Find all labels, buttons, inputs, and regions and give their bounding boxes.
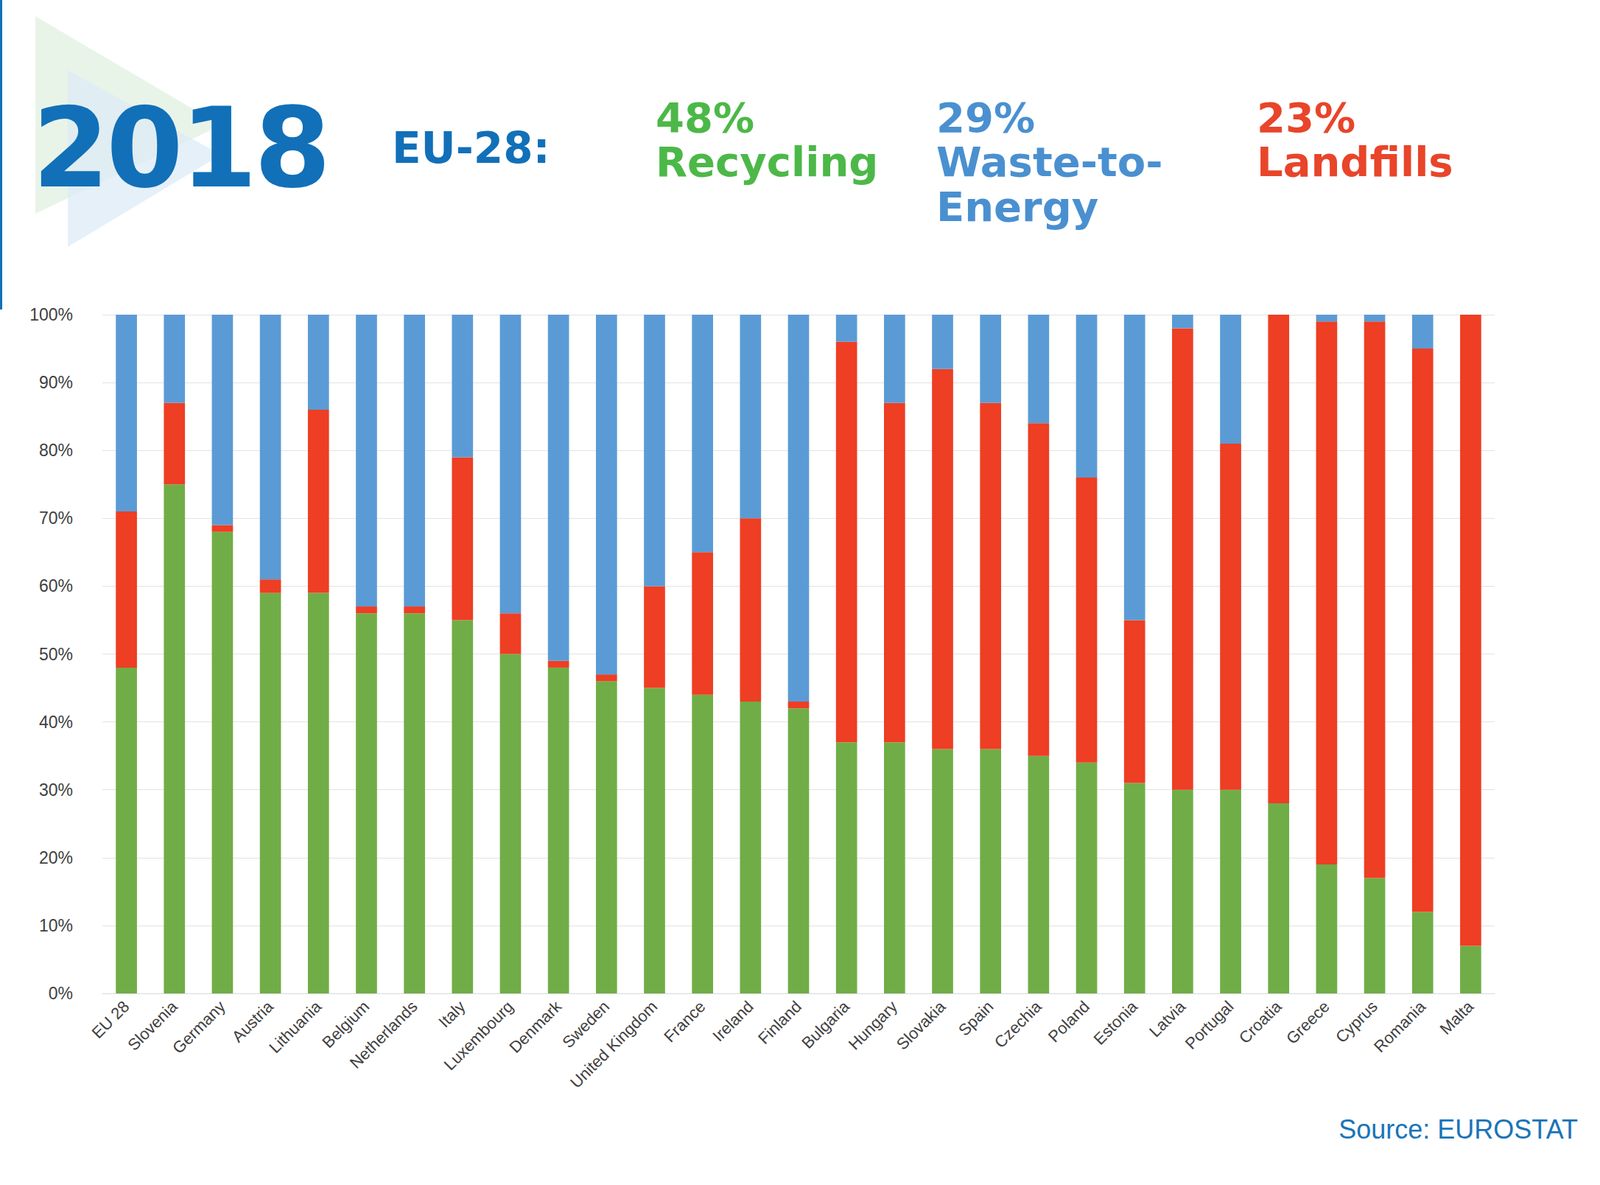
html-text:Waste-to-Energy: Waste-to-Energy <box>936 138 1163 231</box>
svg-text:20%: 20% <box>39 847 73 868</box>
svg-text:United Kingdom: United Kingdom <box>566 996 661 1091</box>
svg-text:Spain: Spain <box>954 996 997 1039</box>
svg-text:50%: 50% <box>39 644 73 664</box>
html-text:48%: 48% <box>655 93 755 142</box>
svg-text:Slovakia: Slovakia <box>892 996 950 1054</box>
svg-text:Bulgaria: Bulgaria <box>797 996 854 1052</box>
svg-text:Latvia: Latvia <box>1145 996 1190 1041</box>
svg-text:70%: 70% <box>39 508 73 528</box>
svg-text:Denmark: Denmark <box>505 995 566 1056</box>
svg-text:Sweden: Sweden <box>558 996 613 1052</box>
svg-text:30%: 30% <box>39 780 73 800</box>
svg-text:Croatia: Croatia <box>1235 996 1286 1047</box>
svg-text:Lithuania: Lithuania <box>265 996 325 1057</box>
svg-text:40%: 40% <box>39 712 73 732</box>
svg-text:Malta: Malta <box>1436 996 1478 1038</box>
svg-text:Slovenia: Slovenia <box>123 996 181 1054</box>
svg-text:France: France <box>660 996 709 1046</box>
svg-text:10%: 10% <box>39 915 73 935</box>
svg-text:Romania: Romania <box>1370 996 1430 1056</box>
svg-text:100%: 100% <box>29 304 73 325</box>
svg-text:Poland: Poland <box>1044 996 1094 1046</box>
html-text:Landfills: Landfills <box>1256 138 1454 187</box>
svg-text:Estonia: Estonia <box>1090 996 1142 1049</box>
svg-text:Austria: Austria <box>228 996 277 1046</box>
svg-text:Portugal: Portugal <box>1181 996 1238 1053</box>
svg-text:Cyprus: Cyprus <box>1331 996 1382 1047</box>
html-text:Source: EUROSTAT: Source: EUROSTAT <box>1338 1113 1578 1145</box>
html-text:EU-28:: EU-28: <box>391 123 551 174</box>
svg-text:Hungary: Hungary <box>844 996 901 1053</box>
svg-text:Belgium: Belgium <box>318 996 373 1052</box>
svg-text:90%: 90% <box>39 372 73 392</box>
svg-text:EU 28: EU 28 <box>88 996 134 1042</box>
svg-text:Germany: Germany <box>168 996 230 1058</box>
svg-text:Netherlands: Netherlands <box>346 996 422 1072</box>
svg-text:0%: 0% <box>48 983 73 1003</box>
html-text:23%: 23% <box>1256 93 1356 142</box>
svg-text:Italy: Italy <box>434 996 469 1031</box>
svg-text:60%: 60% <box>39 576 73 596</box>
html-text:Recycling: Recycling <box>655 138 879 187</box>
svg-text:Luxembourg: Luxembourg <box>440 996 518 1074</box>
svg-text:Finland: Finland <box>754 996 806 1048</box>
svg-text:Czechia: Czechia <box>990 996 1046 1052</box>
html-text:29%: 29% <box>936 93 1035 142</box>
svg-text:80%: 80% <box>39 440 73 460</box>
svg-text:Greece: Greece <box>1282 996 1334 1048</box>
svg-text:Ireland: Ireland <box>708 996 757 1045</box>
html-text:2018: 2018 <box>32 83 329 213</box>
